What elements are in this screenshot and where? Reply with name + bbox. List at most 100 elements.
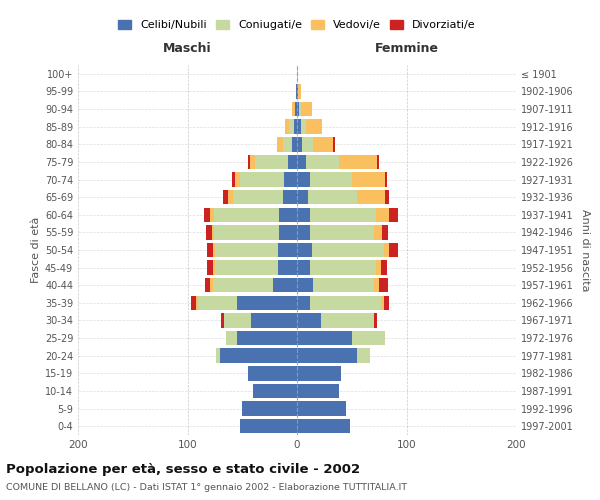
- Bar: [240, 419, 297, 434]
- Bar: [280, 225, 297, 240]
- Bar: [278, 243, 297, 257]
- Bar: [191, 296, 196, 310]
- Y-axis label: Anni di nascita: Anni di nascita: [580, 209, 590, 291]
- Bar: [256, 154, 288, 169]
- Legend: Celibi/Nubili, Coniugati/e, Vedovi/e, Divorziati/e: Celibi/Nubili, Coniugati/e, Vedovi/e, Di…: [114, 15, 480, 34]
- Bar: [206, 225, 212, 240]
- Bar: [207, 260, 212, 275]
- Bar: [228, 190, 233, 204]
- Bar: [248, 154, 250, 169]
- Bar: [283, 190, 297, 204]
- Bar: [250, 154, 256, 169]
- Bar: [215, 243, 278, 257]
- Bar: [333, 137, 335, 152]
- Bar: [277, 137, 283, 152]
- Bar: [297, 120, 301, 134]
- Bar: [221, 314, 224, 328]
- Bar: [233, 190, 283, 204]
- Bar: [237, 296, 297, 310]
- Bar: [214, 225, 280, 240]
- Bar: [306, 154, 338, 169]
- Bar: [283, 137, 292, 152]
- Bar: [284, 172, 297, 186]
- Bar: [306, 120, 322, 134]
- Bar: [280, 208, 297, 222]
- Bar: [338, 154, 377, 169]
- Bar: [297, 84, 298, 98]
- Bar: [232, 172, 235, 186]
- Bar: [357, 348, 370, 363]
- Bar: [385, 190, 389, 204]
- Bar: [216, 348, 220, 363]
- Bar: [310, 225, 374, 240]
- Bar: [379, 278, 388, 292]
- Bar: [207, 243, 212, 257]
- Bar: [215, 260, 278, 275]
- Bar: [389, 208, 398, 222]
- Bar: [377, 154, 379, 169]
- Bar: [313, 137, 333, 152]
- Bar: [310, 172, 352, 186]
- Bar: [297, 66, 298, 81]
- Bar: [382, 225, 388, 240]
- Bar: [298, 84, 301, 98]
- Bar: [235, 172, 240, 186]
- Bar: [376, 260, 382, 275]
- Bar: [212, 225, 214, 240]
- Bar: [285, 120, 289, 134]
- Bar: [313, 278, 374, 292]
- Bar: [301, 102, 313, 117]
- Bar: [297, 172, 310, 186]
- Bar: [212, 243, 215, 257]
- Bar: [299, 102, 301, 117]
- Bar: [389, 243, 398, 257]
- Bar: [294, 120, 297, 134]
- Bar: [204, 208, 211, 222]
- Bar: [292, 102, 295, 117]
- Bar: [248, 366, 297, 380]
- Bar: [297, 102, 299, 117]
- Bar: [211, 208, 214, 222]
- Bar: [382, 260, 387, 275]
- Bar: [383, 243, 389, 257]
- Bar: [226, 331, 237, 345]
- Bar: [310, 296, 382, 310]
- Y-axis label: Fasce di età: Fasce di età: [31, 217, 41, 283]
- Text: Femmine: Femmine: [374, 42, 439, 56]
- Bar: [211, 278, 212, 292]
- Bar: [297, 402, 346, 416]
- Bar: [310, 208, 376, 222]
- Bar: [199, 296, 237, 310]
- Bar: [321, 314, 374, 328]
- Bar: [242, 402, 297, 416]
- Bar: [352, 331, 385, 345]
- Bar: [295, 102, 297, 117]
- Bar: [297, 208, 310, 222]
- Bar: [212, 260, 215, 275]
- Bar: [212, 278, 273, 292]
- Bar: [297, 384, 338, 398]
- Bar: [297, 137, 302, 152]
- Text: Popolazione per età, sesso e stato civile - 2002: Popolazione per età, sesso e stato civil…: [6, 462, 360, 475]
- Bar: [376, 208, 389, 222]
- Bar: [253, 384, 297, 398]
- Bar: [297, 419, 350, 434]
- Bar: [308, 190, 357, 204]
- Bar: [237, 331, 297, 345]
- Bar: [297, 154, 306, 169]
- Bar: [297, 331, 352, 345]
- Bar: [302, 137, 313, 152]
- Bar: [289, 120, 294, 134]
- Bar: [297, 225, 310, 240]
- Bar: [224, 314, 251, 328]
- Bar: [374, 278, 379, 292]
- Text: Maschi: Maschi: [163, 42, 212, 56]
- Bar: [220, 348, 297, 363]
- Text: COMUNE DI BELLANO (LC) - Dati ISTAT 1° gennaio 2002 - Elaborazione TUTTITALIA.IT: COMUNE DI BELLANO (LC) - Dati ISTAT 1° g…: [6, 484, 407, 492]
- Bar: [288, 154, 297, 169]
- Bar: [196, 296, 199, 310]
- Bar: [310, 260, 376, 275]
- Bar: [297, 366, 341, 380]
- Bar: [313, 243, 383, 257]
- Bar: [273, 278, 297, 292]
